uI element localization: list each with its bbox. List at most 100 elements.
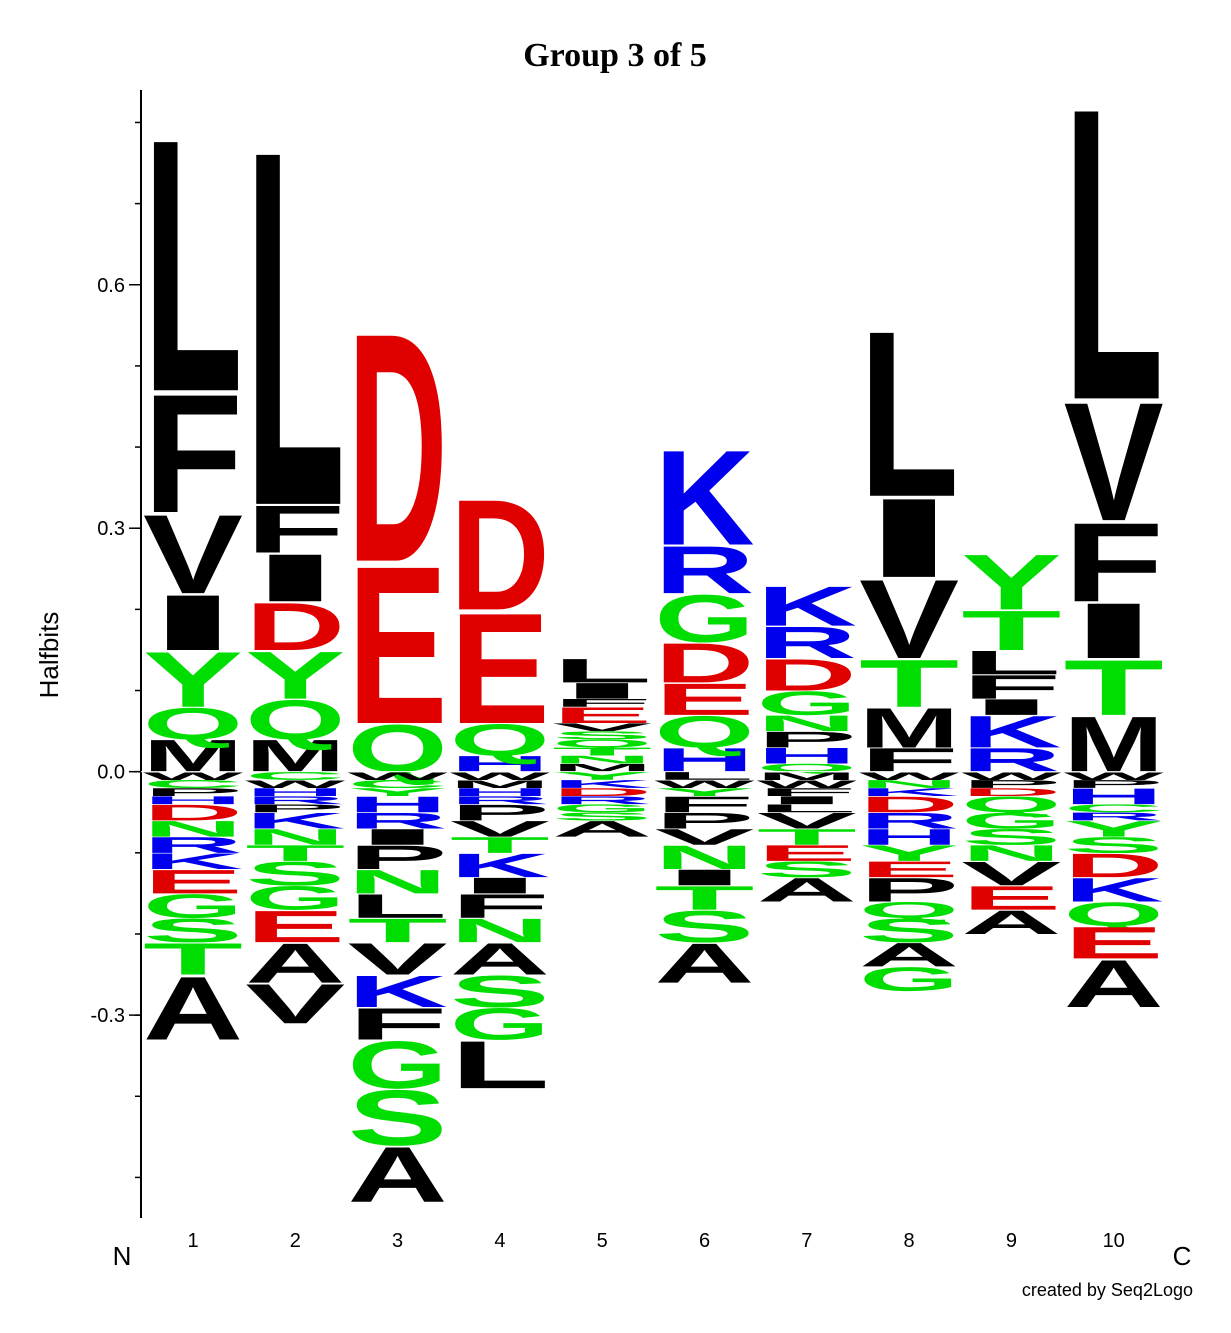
logo-letter-y: Y xyxy=(655,786,755,799)
logo-letter-q: Q xyxy=(450,715,550,765)
logo-letter-m: M xyxy=(552,762,652,775)
logo-letter-q: Q xyxy=(757,762,857,775)
logo-letter-h: H xyxy=(450,786,550,799)
logo-letter-v: V xyxy=(961,855,1061,893)
logo-letter-e: E xyxy=(655,675,755,725)
logo-letter-s: S xyxy=(757,857,857,882)
logo-letter-r: R xyxy=(655,532,755,608)
logo-letter-f: F xyxy=(450,887,550,925)
logo-letter-w: W xyxy=(757,778,858,791)
logo-letter-r: R xyxy=(1064,810,1164,823)
logo-letter-p: P xyxy=(757,727,857,752)
logo-letter-i: I xyxy=(655,865,755,890)
logo-letter-s: S xyxy=(552,810,652,823)
y-tick-label: 0.0 xyxy=(97,762,125,784)
logo-letter-l: L xyxy=(245,45,345,612)
logo-letter-l: L xyxy=(757,802,857,815)
logo-letter-p: P xyxy=(1064,778,1164,791)
logo-letter-d: D xyxy=(1064,847,1164,885)
logo-letter-h: H xyxy=(245,786,345,799)
logo-letter-p: P xyxy=(450,800,550,825)
logo-letter-s: S xyxy=(961,824,1061,849)
logo-letter-i: I xyxy=(961,695,1061,720)
y-tick-label: 0.3 xyxy=(97,518,125,540)
logo-letter-i: I xyxy=(245,540,345,616)
logo-letter-l: L xyxy=(655,770,755,783)
logo-letter-d: D xyxy=(757,650,857,700)
logo-letter-h: H xyxy=(143,794,243,807)
x-tick-label: 6 xyxy=(699,1230,710,1252)
logo-letter-f: F xyxy=(143,360,243,549)
logo-letter-a: A xyxy=(143,958,243,1059)
logo-letter-d: D xyxy=(552,786,652,799)
logo-letter-w: W xyxy=(1064,770,1165,783)
logo-letter-e: E xyxy=(757,841,857,866)
logo-letter-k: K xyxy=(245,808,345,833)
n-terminus-label: N xyxy=(113,1241,132,1271)
logo-letter-c: C xyxy=(143,778,243,791)
logo-letter-y: Y xyxy=(859,841,959,866)
logo-letter-n: N xyxy=(757,711,857,736)
logo-letter-r: R xyxy=(143,833,243,858)
logo-letter-f: F xyxy=(1064,499,1164,625)
logo-letter-s: S xyxy=(1064,832,1164,857)
logo-letter-r: R xyxy=(961,741,1061,779)
logo-letter-a: A xyxy=(1064,946,1164,1022)
logo-letter-k: K xyxy=(450,847,550,885)
logo-letter-f: F xyxy=(961,668,1061,706)
logo-letter-s: S xyxy=(655,902,755,952)
logo-letter-p: P xyxy=(245,802,345,815)
logo-letter-q: Q xyxy=(245,689,345,752)
logo-letter-f: F xyxy=(348,999,448,1049)
logo-letter-t: T xyxy=(348,912,448,950)
logo-letter-t: T xyxy=(655,879,755,917)
logo-letter-e: E xyxy=(348,519,448,771)
logo-letter-i: I xyxy=(552,678,652,703)
logo-letter-h: H xyxy=(859,824,959,849)
logo-letter-i: I xyxy=(757,794,857,807)
logo-letter-n: N xyxy=(655,839,755,877)
logo-letter-d: D xyxy=(961,786,1061,799)
logo-letter-m: M xyxy=(859,696,959,759)
logo-letter-k: K xyxy=(757,575,857,638)
logo-letter-p: P xyxy=(143,786,243,799)
logo-letter-e: E xyxy=(450,580,550,756)
logo-letter-g: G xyxy=(245,879,345,917)
logo-letter-w: W xyxy=(143,770,244,783)
logo-letter-k: K xyxy=(143,849,243,874)
logo-letter-a: A xyxy=(348,1130,448,1218)
logo-letter-r: R xyxy=(348,808,448,833)
logo-letter-e: E xyxy=(1064,918,1164,968)
logo-letter-e: E xyxy=(245,902,345,952)
logo-letter-f: F xyxy=(552,697,652,710)
x-tick-label: 2 xyxy=(290,1230,301,1252)
logo-letter-e: E xyxy=(552,703,652,728)
logo-letter-l: L xyxy=(348,887,448,925)
logo-letter-g: G xyxy=(859,960,959,998)
logo-letter-k: K xyxy=(552,778,652,791)
logo-letter-a: A xyxy=(757,871,857,909)
logo-letter-t: T xyxy=(859,646,959,722)
x-tick-label: 8 xyxy=(904,1230,915,1252)
logo-letter-r: R xyxy=(245,794,345,807)
logo-letter-k: K xyxy=(655,423,755,574)
logo-letter-t: T xyxy=(450,832,550,857)
logo-letter-v: V xyxy=(1064,367,1164,556)
logo-letter-s: S xyxy=(552,729,652,742)
logo-letter-m: M xyxy=(1064,700,1164,789)
logo-letter-g: G xyxy=(552,802,652,815)
logo-letter-y: Y xyxy=(348,786,448,799)
logo-letter-d: D xyxy=(450,468,550,643)
x-axis: 1 2 3 4 5 6 7 8 9 10 xyxy=(187,1230,1124,1252)
logo-letter-q: Q xyxy=(859,897,959,922)
logo-letter-y: Y xyxy=(245,638,345,714)
logo-letter-y: Y xyxy=(1064,816,1164,841)
logo-letter-i: I xyxy=(450,873,550,898)
x-tick-label: 7 xyxy=(801,1230,812,1252)
logo-letter-a: A xyxy=(450,934,550,984)
logo-letter-w: W xyxy=(450,770,551,783)
logo-letter-t: T xyxy=(1064,644,1164,732)
y-axis-label: Halfbits xyxy=(34,612,64,699)
logo-letter-w: W xyxy=(655,778,756,791)
c-terminus-label: C xyxy=(1173,1241,1192,1271)
